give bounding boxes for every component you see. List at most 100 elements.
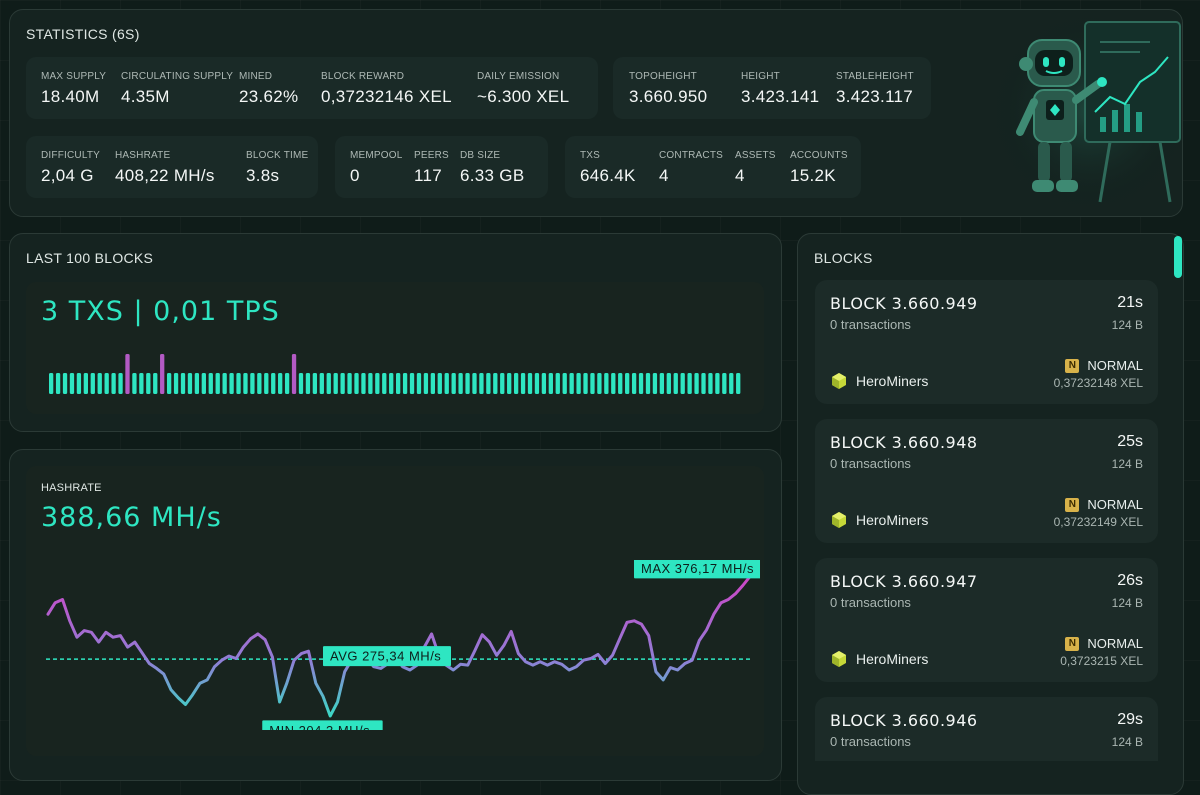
- block-bar[interactable]: [597, 373, 602, 394]
- block-bar[interactable]: [402, 373, 408, 394]
- block-miner[interactable]: HeroMiners: [830, 650, 928, 668]
- block-bar[interactable]: [472, 373, 477, 394]
- block-bar[interactable]: [451, 373, 456, 394]
- block-bar[interactable]: [555, 373, 560, 394]
- block-bar[interactable]: [389, 373, 394, 394]
- block-bar[interactable]: [375, 373, 380, 394]
- block-bar[interactable]: [229, 373, 234, 394]
- block-bar[interactable]: [368, 373, 373, 394]
- block-bar[interactable]: [166, 373, 172, 394]
- block-bar[interactable]: [652, 373, 658, 394]
- block-bar[interactable]: [493, 373, 498, 394]
- block-bar[interactable]: [576, 373, 581, 394]
- block-bar[interactable]: [694, 373, 699, 394]
- block-bar[interactable]: [638, 373, 644, 394]
- block-miner[interactable]: HeroMiners: [830, 511, 928, 529]
- block-bar[interactable]: [548, 373, 553, 394]
- block-bar[interactable]: [659, 373, 665, 394]
- block-bar[interactable]: [153, 373, 158, 394]
- block-bar[interactable]: [333, 373, 338, 394]
- block-bar[interactable]: [298, 373, 304, 394]
- block-bar[interactable]: [437, 373, 442, 394]
- block-bar[interactable]: [76, 373, 82, 394]
- block-bar[interactable]: [604, 373, 609, 394]
- block-bar[interactable]: [486, 373, 491, 394]
- block-bar[interactable]: [312, 373, 318, 394]
- block-bar[interactable]: [680, 373, 685, 394]
- block-bar[interactable]: [590, 373, 595, 394]
- block-bar[interactable]: [69, 373, 75, 394]
- block-card[interactable]: BLOCK 3.660.948 0 transactions 25s 124 B…: [815, 419, 1158, 543]
- block-bar[interactable]: [83, 373, 88, 394]
- block-bar[interactable]: [500, 373, 505, 394]
- block-bar[interactable]: [361, 373, 366, 394]
- block-bar[interactable]: [423, 373, 429, 394]
- block-bar[interactable]: [687, 373, 692, 394]
- block-bar[interactable]: [146, 373, 151, 394]
- block-bar[interactable]: [583, 373, 588, 394]
- block-bar[interactable]: [562, 373, 567, 394]
- block-bar[interactable]: [507, 373, 512, 394]
- block-bar[interactable]: [271, 373, 276, 394]
- block-bar-with-tx[interactable]: [125, 354, 130, 394]
- block-bar[interactable]: [618, 373, 623, 394]
- block-bar[interactable]: [541, 373, 547, 394]
- block-bar[interactable]: [534, 373, 540, 394]
- block-bar[interactable]: [208, 373, 213, 394]
- block-bar[interactable]: [520, 373, 526, 394]
- block-bar[interactable]: [611, 373, 616, 394]
- block-bar[interactable]: [118, 373, 123, 394]
- block-bar[interactable]: [715, 373, 720, 394]
- block-bar[interactable]: [236, 373, 241, 394]
- block-bar[interactable]: [673, 373, 678, 394]
- block-bar[interactable]: [736, 373, 741, 394]
- block-bar[interactable]: [284, 373, 290, 394]
- block-bar[interactable]: [173, 373, 179, 394]
- block-bar[interactable]: [416, 373, 422, 394]
- block-miner[interactable]: HeroMiners: [830, 372, 928, 390]
- block-bar[interactable]: [55, 373, 61, 394]
- block-bar[interactable]: [722, 373, 727, 394]
- block-bar[interactable]: [243, 373, 248, 394]
- block-bar[interactable]: [250, 373, 255, 394]
- block-bar[interactable]: [49, 373, 54, 394]
- block-bar[interactable]: [187, 373, 193, 394]
- block-bar[interactable]: [666, 373, 671, 394]
- block-bar-with-tx[interactable]: [160, 354, 165, 394]
- block-bar[interactable]: [340, 373, 345, 394]
- block-bar[interactable]: [264, 373, 269, 394]
- block-bar[interactable]: [305, 373, 311, 394]
- block-bar[interactable]: [132, 373, 137, 394]
- block-bar[interactable]: [97, 373, 102, 394]
- block-bar[interactable]: [729, 373, 734, 394]
- block-bar[interactable]: [257, 373, 262, 394]
- block-bar[interactable]: [278, 373, 283, 394]
- block-bar[interactable]: [569, 373, 574, 394]
- block-bar[interactable]: [201, 373, 206, 394]
- block-bar[interactable]: [382, 373, 387, 394]
- block-bar[interactable]: [645, 373, 651, 394]
- block-bar[interactable]: [625, 373, 630, 394]
- block-bar[interactable]: [458, 373, 463, 394]
- block-bar[interactable]: [319, 373, 324, 394]
- block-bar[interactable]: [354, 373, 359, 394]
- block-bar[interactable]: [180, 373, 186, 394]
- block-card[interactable]: BLOCK 3.660.947 0 transactions 26s 124 B…: [815, 558, 1158, 682]
- block-bar[interactable]: [513, 373, 519, 394]
- block-bar[interactable]: [527, 373, 533, 394]
- block-bar-with-tx[interactable]: [291, 354, 297, 394]
- block-bar[interactable]: [215, 373, 220, 394]
- block-bar[interactable]: [465, 373, 470, 394]
- block-bar[interactable]: [409, 373, 415, 394]
- block-bar[interactable]: [111, 373, 116, 394]
- block-bar[interactable]: [194, 373, 200, 394]
- block-bar[interactable]: [62, 373, 68, 394]
- block-bar[interactable]: [708, 373, 713, 394]
- block-bar[interactable]: [701, 373, 706, 394]
- block-bar[interactable]: [479, 373, 484, 394]
- block-card[interactable]: BLOCK 3.660.946 0 transactions 29s 124 B: [815, 697, 1158, 761]
- block-bar[interactable]: [104, 373, 109, 394]
- block-bar[interactable]: [90, 373, 95, 394]
- block-bar[interactable]: [222, 373, 227, 394]
- block-bar[interactable]: [326, 373, 331, 394]
